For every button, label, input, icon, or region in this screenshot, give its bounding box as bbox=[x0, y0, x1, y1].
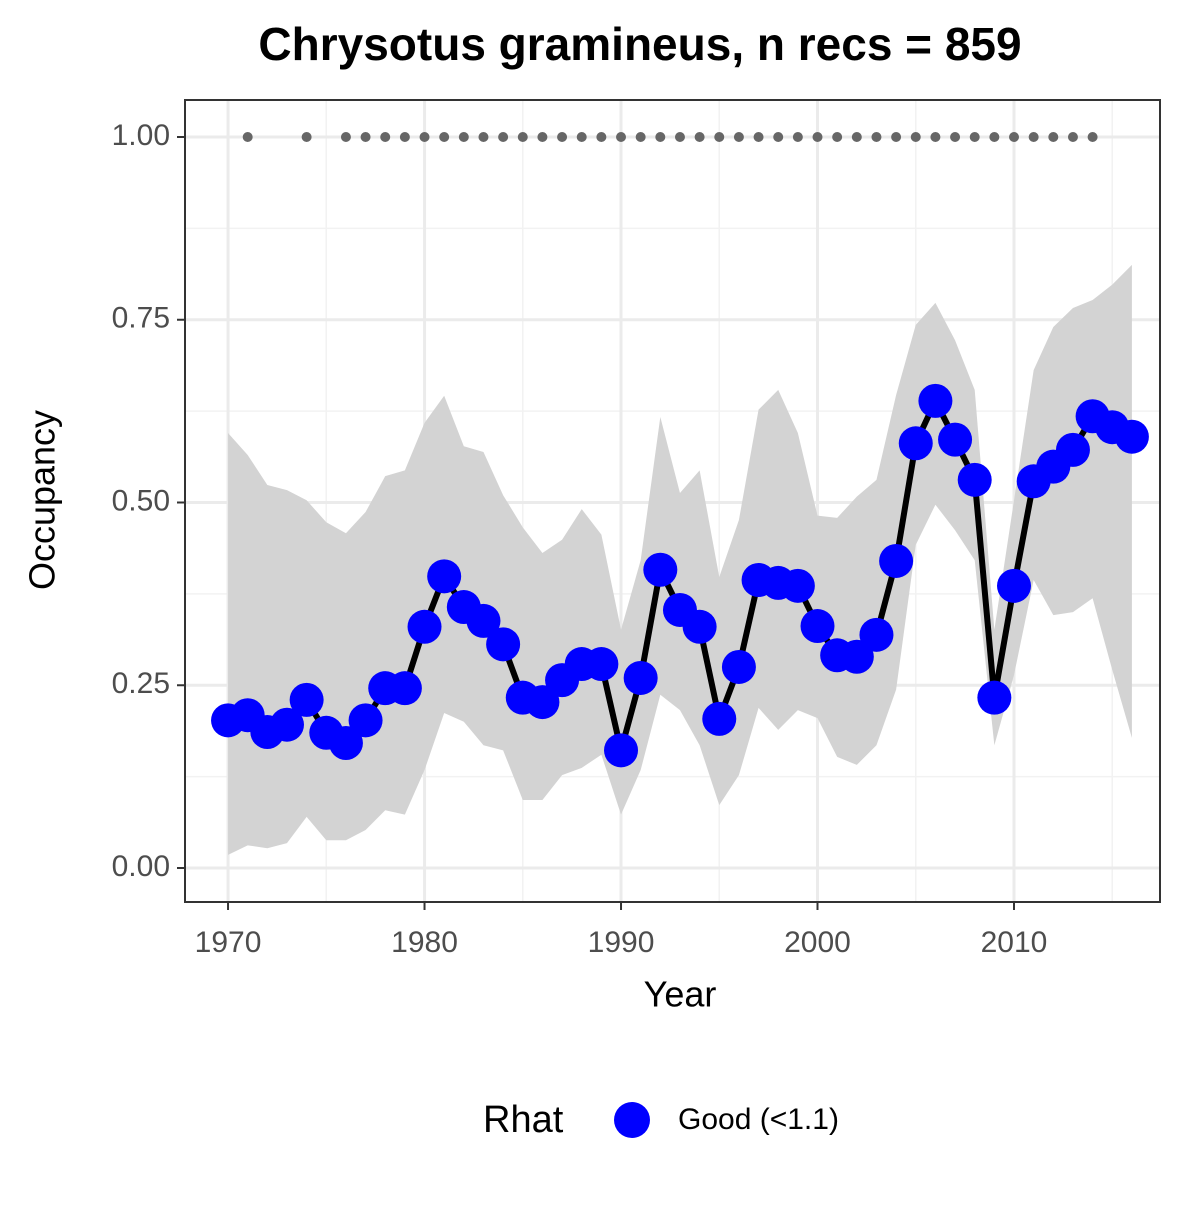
record-dot bbox=[773, 131, 784, 142]
plot-border bbox=[184, 99, 1161, 903]
y-axis-label: Occupancy bbox=[22, 410, 63, 590]
chart-title: Chrysotus gramineus, n recs = 859 bbox=[258, 18, 1021, 70]
point bbox=[486, 627, 521, 662]
record-dot bbox=[1087, 131, 1098, 142]
point bbox=[938, 422, 973, 457]
point bbox=[584, 647, 619, 682]
record-dot bbox=[439, 131, 450, 142]
x-tick-label: 1980 bbox=[391, 926, 458, 959]
point bbox=[682, 609, 717, 644]
point bbox=[702, 701, 737, 736]
legend-label: Good (<1.1) bbox=[678, 1103, 839, 1136]
x-tick-label: 1970 bbox=[195, 926, 262, 959]
record-dot bbox=[674, 131, 685, 142]
point bbox=[525, 685, 560, 720]
record-dot bbox=[596, 131, 607, 142]
record-dot bbox=[478, 131, 489, 142]
record-dot bbox=[1028, 131, 1039, 142]
record-dot bbox=[616, 131, 627, 142]
record-dot bbox=[969, 131, 980, 142]
y-tick-label: 1.00 bbox=[112, 119, 170, 152]
y-tick-label: 0.75 bbox=[112, 302, 170, 335]
record-dot bbox=[694, 131, 705, 142]
record-dot bbox=[989, 131, 1000, 142]
point bbox=[859, 617, 894, 652]
point bbox=[957, 462, 992, 497]
record-dot bbox=[753, 131, 764, 142]
record-dot bbox=[498, 131, 509, 142]
point bbox=[997, 568, 1032, 603]
point bbox=[1114, 419, 1149, 454]
record-dot bbox=[733, 131, 744, 142]
x-tick-label: 1990 bbox=[588, 926, 655, 959]
legend-marker bbox=[614, 1102, 650, 1138]
record-dot bbox=[714, 131, 725, 142]
y-tick-label: 0.25 bbox=[112, 667, 170, 700]
point bbox=[427, 559, 462, 594]
record-dot bbox=[419, 131, 430, 142]
record-dot bbox=[242, 131, 253, 142]
point bbox=[604, 733, 639, 768]
point bbox=[328, 726, 363, 761]
record-dot bbox=[301, 131, 312, 142]
record-dot bbox=[655, 131, 666, 142]
point bbox=[466, 603, 501, 638]
record-dot bbox=[851, 131, 862, 142]
record-dot bbox=[340, 131, 351, 142]
record-dot bbox=[812, 131, 823, 142]
record-dot bbox=[871, 131, 882, 142]
record-dot bbox=[576, 131, 587, 142]
record-dot bbox=[517, 131, 528, 142]
record-dot bbox=[557, 131, 568, 142]
record-dot bbox=[832, 131, 843, 142]
point bbox=[289, 682, 324, 717]
x-tick-label: 2000 bbox=[784, 926, 851, 959]
point bbox=[1055, 432, 1090, 467]
point bbox=[898, 426, 933, 461]
point bbox=[918, 383, 953, 418]
point bbox=[643, 552, 678, 587]
record-dot bbox=[380, 131, 391, 142]
x-axis-label: Year bbox=[644, 974, 717, 1015]
record-dot bbox=[1067, 131, 1078, 142]
point bbox=[879, 543, 914, 578]
point bbox=[269, 707, 304, 742]
point bbox=[623, 660, 658, 695]
record-dot bbox=[1009, 131, 1020, 142]
record-dot bbox=[792, 131, 803, 142]
confidence-ribbon bbox=[228, 264, 1132, 855]
record-dot bbox=[910, 131, 921, 142]
record-dot bbox=[360, 131, 371, 142]
point bbox=[721, 649, 756, 684]
point bbox=[780, 568, 815, 603]
record-dot bbox=[891, 131, 902, 142]
point bbox=[407, 609, 442, 644]
point bbox=[348, 703, 383, 738]
y-tick-label: 0.00 bbox=[112, 850, 170, 883]
record-dot bbox=[537, 131, 548, 142]
record-dot bbox=[930, 131, 941, 142]
x-tick-label: 2010 bbox=[981, 926, 1048, 959]
record-dot bbox=[458, 131, 469, 142]
record-dot bbox=[399, 131, 410, 142]
point bbox=[800, 609, 835, 644]
record-dot bbox=[635, 131, 646, 142]
y-tick-label: 0.50 bbox=[112, 484, 170, 517]
legend-title: Rhat bbox=[483, 1099, 564, 1141]
point bbox=[387, 671, 422, 706]
point bbox=[839, 639, 874, 674]
record-dot bbox=[1048, 131, 1059, 142]
point bbox=[977, 680, 1012, 715]
record-dot bbox=[950, 131, 961, 142]
